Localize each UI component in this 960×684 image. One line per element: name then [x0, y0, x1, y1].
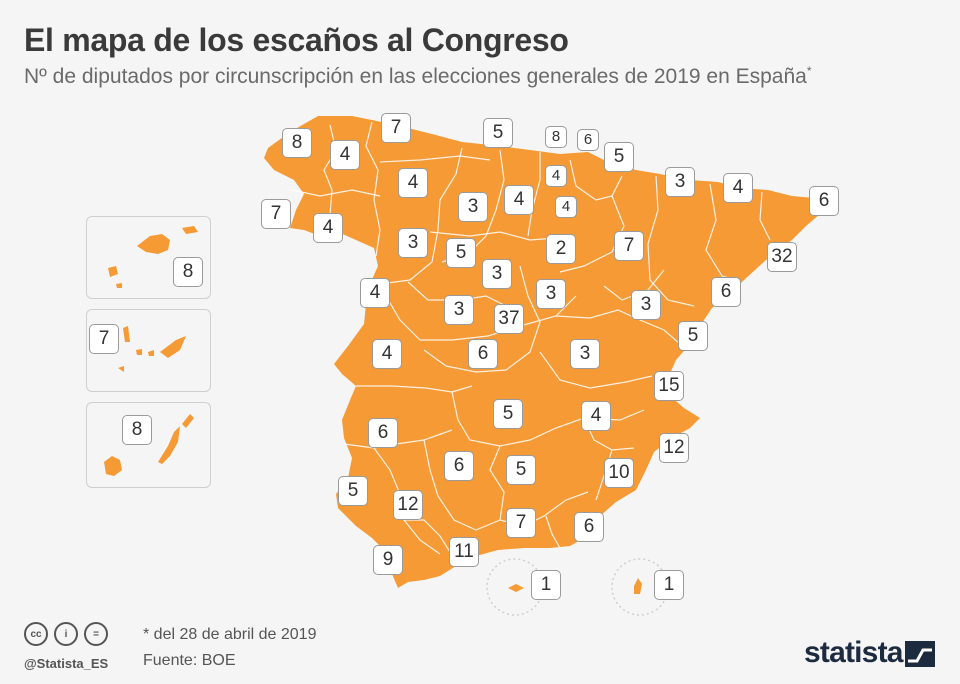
- seat-label: 5: [604, 142, 634, 172]
- seat-label: 4: [398, 168, 428, 198]
- by-icon: i: [54, 622, 78, 646]
- seat-label: 7: [261, 199, 291, 229]
- seat-label: 4: [723, 173, 753, 203]
- seat-label: 6: [444, 451, 474, 481]
- seat-label: 5: [678, 321, 708, 351]
- seat-label: 5: [338, 476, 368, 506]
- el-hierro-shape: [118, 366, 124, 372]
- gran-canaria-side-shape: [148, 350, 154, 356]
- seat-label: 4: [360, 278, 390, 308]
- fuerteventura-shape: [158, 426, 180, 464]
- seat-label: 7: [506, 508, 536, 538]
- nd-icon: =: [84, 622, 108, 646]
- statista-logo[interactable]: statista: [804, 636, 903, 670]
- mallorca-shape: [137, 234, 170, 254]
- ibiza-shape: [108, 266, 118, 277]
- social-handle[interactable]: @Statista_ES: [24, 656, 108, 671]
- seat-label: 8: [282, 128, 312, 158]
- seat-label: 1: [654, 570, 684, 600]
- seat-label: 32: [767, 242, 797, 272]
- seat-label: 9: [373, 545, 403, 575]
- seat-label: 4: [581, 401, 611, 431]
- seat-label: 3: [665, 167, 695, 197]
- seat-label: 10: [604, 458, 634, 488]
- formentera-shape: [116, 283, 122, 288]
- seat-label: 7: [381, 113, 411, 143]
- seat-label: 37: [494, 304, 524, 334]
- seat-label: 4: [555, 196, 577, 218]
- seat-label: 3: [570, 339, 600, 369]
- seat-label: 3: [482, 259, 512, 289]
- seat-label: 4: [504, 185, 534, 215]
- menorca-shape: [182, 226, 198, 234]
- seat-label: 4: [545, 165, 567, 187]
- seat-label: 5: [446, 238, 476, 268]
- la-gomera-shape: [136, 349, 142, 355]
- seat-label: 5: [493, 399, 523, 429]
- la-palma-shape: [123, 326, 130, 342]
- seat-label: 11: [449, 537, 479, 567]
- seat-label: 8: [173, 257, 203, 287]
- seat-label: 2: [546, 234, 576, 264]
- source: Fuente: BOE: [143, 652, 236, 670]
- seat-label: 8: [122, 415, 152, 445]
- seat-label: 3: [398, 228, 428, 258]
- ceuta-melilla-shapes: [487, 559, 668, 615]
- seat-label: 12: [659, 433, 689, 463]
- seat-label: 6: [468, 339, 498, 369]
- gran-canaria-shape: [104, 456, 122, 476]
- seat-label: 3: [631, 290, 661, 320]
- seat-label: 6: [711, 277, 741, 307]
- tenerife-shape: [160, 336, 186, 358]
- seat-label: 6: [809, 186, 839, 216]
- seat-label: 1: [531, 570, 561, 600]
- seat-label: 3: [458, 192, 488, 222]
- seat-label: 5: [506, 455, 536, 485]
- cc-icon: cc: [24, 622, 48, 646]
- seat-label: 7: [89, 324, 119, 354]
- seat-label: 4: [330, 140, 360, 170]
- seat-label: 5: [483, 118, 513, 148]
- seat-label: 7: [614, 231, 644, 261]
- license-icons: cc i =: [24, 622, 108, 646]
- footnote: * del 28 de abril de 2019: [143, 626, 316, 644]
- seat-label: 6: [577, 129, 599, 151]
- seat-label: 3: [536, 279, 566, 309]
- statista-logo-icon: [905, 641, 935, 667]
- seat-label: 15: [654, 371, 684, 401]
- seat-label: 6: [368, 418, 398, 448]
- seat-label: 4: [372, 339, 402, 369]
- seat-label: 4: [313, 213, 343, 243]
- seat-label: 3: [444, 295, 474, 325]
- seat-label: 6: [574, 512, 604, 542]
- seat-label: 8: [545, 126, 567, 148]
- seat-label: 12: [393, 490, 423, 520]
- lanzarote-shape: [182, 414, 194, 428]
